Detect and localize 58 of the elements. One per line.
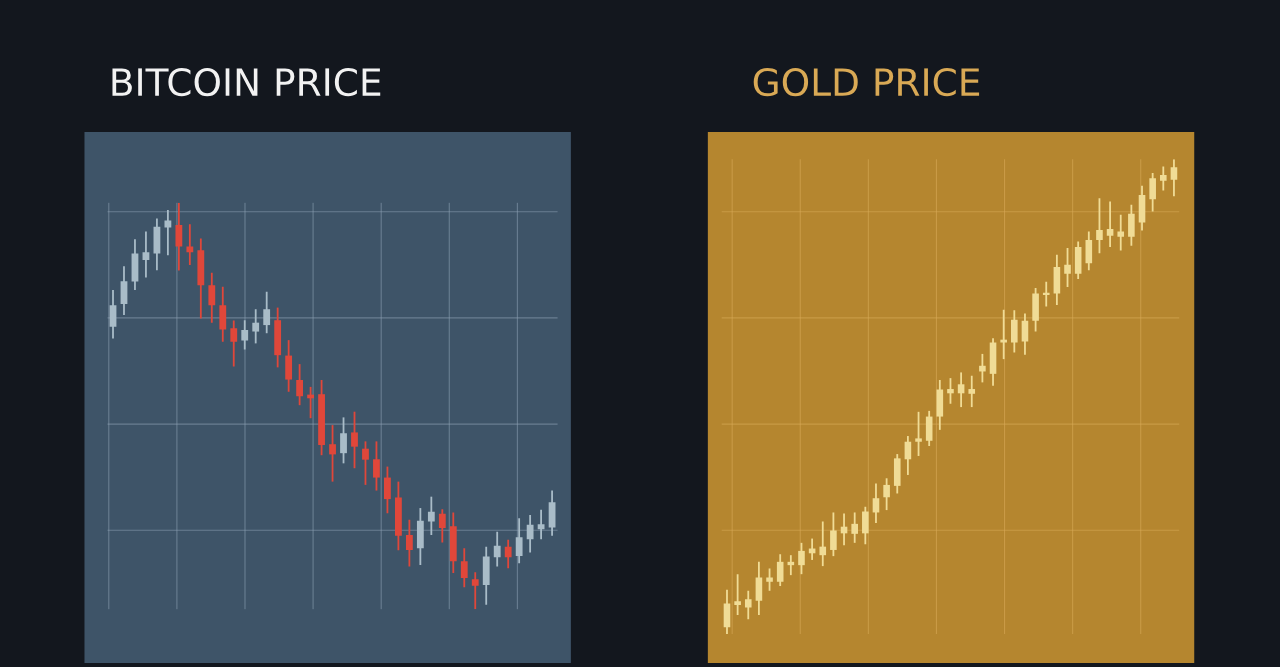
- candlestick: [164, 209, 172, 257]
- candlestick: [734, 573, 741, 616]
- candlestick: [915, 410, 922, 457]
- candlestick: [1096, 197, 1103, 255]
- candlestick: [427, 495, 435, 536]
- candlestick: [1170, 159, 1178, 198]
- candlestick: [296, 363, 304, 407]
- candlestick: [186, 223, 194, 266]
- candlestick: [979, 353, 986, 384]
- candlestick: [1011, 309, 1018, 354]
- candlestick: [329, 424, 336, 483]
- candlestick: [1117, 213, 1125, 252]
- candlestick: [819, 520, 827, 568]
- candlestick: [883, 477, 890, 511]
- candlestick: [252, 308, 260, 345]
- candlestick: [862, 505, 869, 546]
- candlestick: [438, 508, 446, 544]
- candlestick: [493, 530, 501, 568]
- candlestick: [241, 319, 249, 351]
- candlestick: [471, 571, 479, 610]
- candlestick: [351, 410, 358, 470]
- candlestick: [142, 230, 150, 279]
- candlestick: [460, 547, 468, 589]
- candlestick: [957, 371, 965, 408]
- candlestick: [755, 560, 763, 616]
- candlestick: [1128, 203, 1135, 247]
- candlestick: [968, 374, 976, 408]
- candlestick: [1021, 312, 1029, 356]
- candlestick: [515, 517, 523, 565]
- candlestick: [766, 567, 773, 592]
- chart-title: BITCOIN PRICE: [112, 67, 381, 97]
- candlestick: [776, 553, 784, 587]
- candlestick: [830, 511, 837, 558]
- candlestick: [175, 202, 183, 272]
- candlestick: [947, 377, 954, 405]
- candlestick: [1106, 200, 1114, 249]
- candlestick: [340, 416, 347, 465]
- candlestick: [798, 541, 805, 576]
- candlestick: [504, 538, 512, 570]
- candlestick: [285, 339, 293, 393]
- candlestick: [208, 271, 216, 324]
- candlestick: [384, 465, 391, 515]
- candlestick: [1064, 247, 1071, 288]
- candlestick: [362, 440, 369, 486]
- candlestick: [1000, 308, 1007, 361]
- candlestick: [537, 508, 545, 541]
- candlestick: [263, 290, 271, 335]
- candlestick: [851, 511, 858, 544]
- candlestick: [526, 514, 534, 554]
- candlestick: [109, 289, 117, 340]
- candlestick: [230, 319, 238, 368]
- candlestick: [1160, 165, 1167, 192]
- candlestick: [744, 589, 752, 621]
- candlestick: [405, 518, 413, 568]
- chart-title: GOLD PRICE: [753, 67, 980, 97]
- candlestick: [373, 440, 380, 492]
- candlestick: [1085, 230, 1093, 272]
- candlestick: [1149, 172, 1156, 213]
